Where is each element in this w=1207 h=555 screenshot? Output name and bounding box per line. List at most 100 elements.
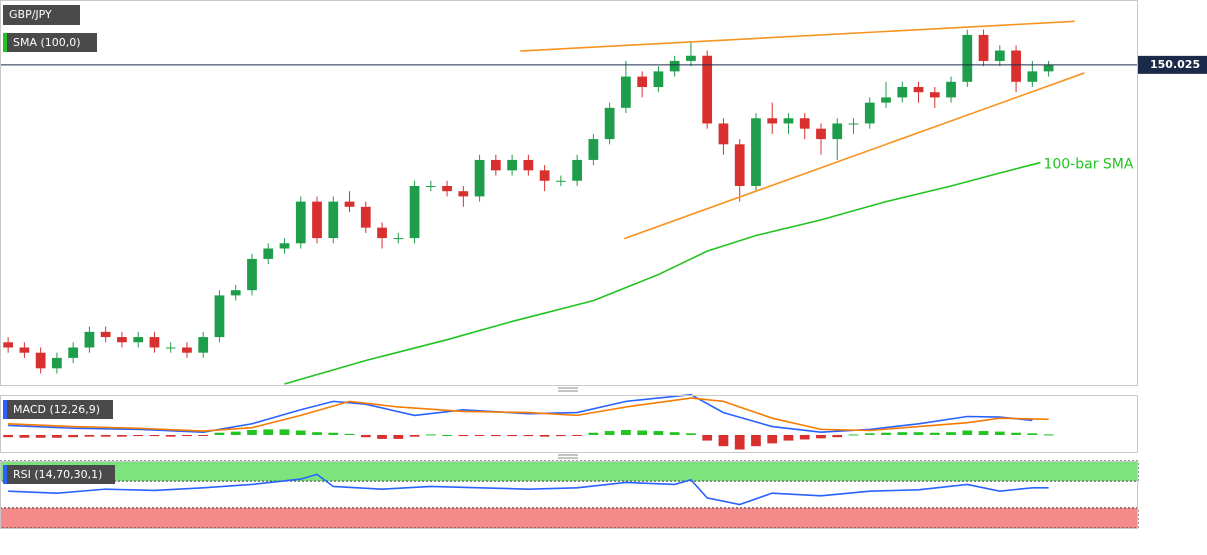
candle-body <box>799 118 810 129</box>
histogram-bar <box>572 434 583 436</box>
histogram-bar <box>864 433 875 435</box>
histogram-bar <box>718 434 729 447</box>
candle-body <box>19 347 30 353</box>
histogram-bar <box>133 434 144 437</box>
candle-body <box>68 347 79 358</box>
histogram-bar <box>84 434 95 437</box>
histogram-bar <box>588 432 599 435</box>
candle-body <box>621 76 631 108</box>
candle-body <box>929 92 940 98</box>
candle-body <box>198 337 209 353</box>
histogram-bar <box>312 432 322 435</box>
histogram-bar <box>393 434 404 439</box>
histogram-bar <box>68 434 79 438</box>
panel-splitter[interactable] <box>558 387 578 392</box>
histogram-bar <box>669 432 680 435</box>
rsi-line <box>8 473 1049 506</box>
histogram-bar <box>978 431 989 435</box>
candle-body <box>279 243 290 249</box>
candle-body <box>897 87 908 98</box>
candle-body <box>295 201 306 244</box>
histogram-bar <box>816 434 826 439</box>
candle-body <box>816 128 826 140</box>
candle-body <box>409 185 420 239</box>
histogram-bar <box>653 431 664 435</box>
histogram-bar <box>344 433 355 435</box>
candle-body <box>783 118 794 124</box>
histogram-bar <box>279 429 290 435</box>
candle-body <box>572 159 583 181</box>
candle-body <box>35 352 46 369</box>
candle-body <box>328 201 339 239</box>
candle-body <box>165 347 176 349</box>
macd-line <box>8 397 1049 432</box>
histogram-bar <box>751 434 761 447</box>
histogram-bar <box>929 432 940 435</box>
last-price-box <box>1138 55 1207 74</box>
histogram-bar <box>35 434 46 438</box>
candle-body <box>555 180 566 182</box>
candle-body <box>3 342 14 348</box>
macd-box[interactable] <box>3 400 113 419</box>
candle-body <box>182 347 192 353</box>
histogram-bar <box>848 434 859 436</box>
oversold-band <box>0 507 1139 529</box>
histogram-bar <box>1011 432 1021 435</box>
rsi-panel <box>0 461 1138 529</box>
rsi-box[interactable] <box>3 465 115 484</box>
histogram-bar <box>182 434 192 437</box>
histogram-bar <box>409 434 420 437</box>
candle-body <box>149 337 160 348</box>
sma-annotation: 100-bar SMA <box>1043 157 1133 173</box>
candle-body <box>507 159 517 171</box>
histogram-bar <box>897 432 908 435</box>
candle-body <box>490 159 501 171</box>
candle-body <box>133 337 144 343</box>
histogram-bar <box>702 434 713 441</box>
histogram-bar <box>555 434 566 437</box>
overbought-band <box>0 460 1139 482</box>
histogram-bar <box>767 434 778 444</box>
symbol-box[interactable] <box>3 5 80 25</box>
symbol-title: GBP/JPY <box>9 8 52 21</box>
candle-body <box>767 118 778 124</box>
candle-body <box>84 331 95 348</box>
histogram-bar <box>230 431 241 435</box>
histogram-bar <box>149 434 160 437</box>
candle-body <box>637 76 648 88</box>
panel-splitter[interactable] <box>558 454 578 459</box>
candle-body <box>117 337 127 343</box>
macd-title: MACD (12,26,9) <box>13 403 100 416</box>
candle-body <box>588 139 599 160</box>
histogram-bar <box>946 432 956 435</box>
candle-body <box>604 107 615 140</box>
histogram-bar <box>3 434 14 438</box>
macd-stripe <box>3 400 7 419</box>
histogram-bar <box>263 429 274 435</box>
histogram-bar <box>52 434 62 438</box>
candle-body <box>214 295 225 338</box>
price-panel <box>0 0 1138 386</box>
candle-body <box>946 81 956 98</box>
candle-body <box>734 144 745 186</box>
candle-body <box>669 60 680 72</box>
histogram-bar <box>490 434 501 437</box>
histogram-bar <box>913 432 924 435</box>
candle-body <box>377 227 387 239</box>
candle-body <box>344 201 355 207</box>
histogram-bar <box>523 434 534 437</box>
candle-body <box>653 71 664 88</box>
candle-body <box>247 258 257 291</box>
histogram-bar <box>799 434 810 440</box>
candle-body <box>832 123 843 140</box>
histogram-bar <box>198 434 209 436</box>
histogram-bar <box>1043 434 1054 436</box>
histogram-bar <box>604 431 615 435</box>
histogram-bar <box>328 432 339 435</box>
candle-body <box>393 238 404 240</box>
candle-body <box>442 185 452 192</box>
candle-body <box>1043 65 1054 72</box>
candle-body <box>978 34 989 61</box>
indicator-box[interactable] <box>3 33 97 52</box>
